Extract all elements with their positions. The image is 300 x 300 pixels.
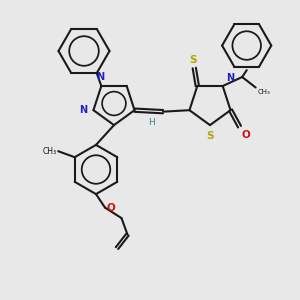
Text: N: N	[96, 72, 104, 82]
Text: N: N	[226, 73, 234, 83]
Text: CH₃: CH₃	[43, 147, 57, 156]
Text: S: S	[206, 131, 214, 141]
Text: S: S	[189, 55, 196, 65]
Text: H: H	[148, 118, 155, 127]
Text: O: O	[241, 130, 250, 140]
Text: CH₃: CH₃	[257, 89, 270, 95]
Text: O: O	[106, 202, 115, 213]
Text: N: N	[79, 105, 88, 115]
